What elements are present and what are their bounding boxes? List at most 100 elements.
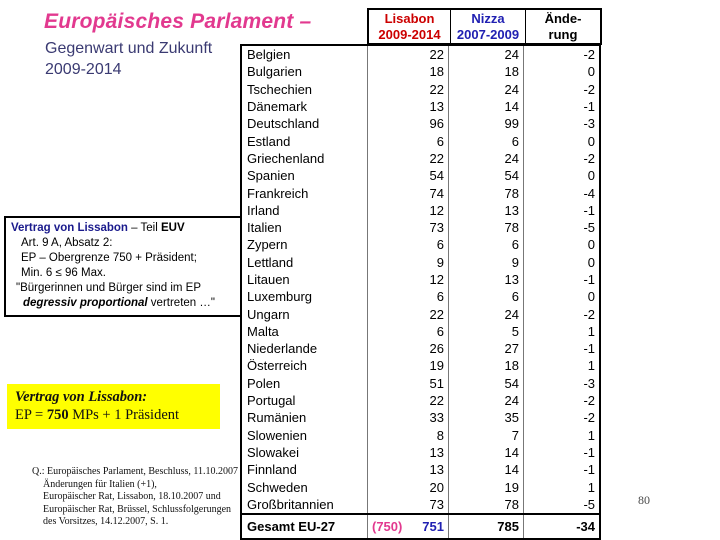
lisbon-cell: 6	[367, 236, 448, 254]
table-row: Polen 51 54 -3	[242, 374, 599, 392]
nizza-cell: 24	[448, 305, 523, 323]
formula-bold: 750	[46, 407, 69, 423]
country-cell: Österreich	[247, 358, 307, 374]
change-cell: -1	[523, 340, 599, 358]
source-note: Q.: Europäisches Parlament, Beschluss, 1…	[32, 466, 240, 529]
country-cell: Belgien	[247, 47, 291, 63]
nizza-cell: 24	[448, 391, 523, 410]
lisbon-cell: 96	[367, 115, 448, 133]
nizza-cell: 78	[448, 184, 523, 202]
country-cell: Portugal	[247, 393, 296, 409]
header-nizza-line1: Nizza	[471, 11, 505, 26]
change-cell: -3	[523, 374, 599, 392]
lisbon-cell: 13	[367, 97, 448, 116]
table-row: Finnland 13 14 -1	[242, 461, 599, 479]
info-heading-mid: – Teil	[127, 222, 161, 234]
table-row: Slowenien 8 7 1	[242, 426, 599, 444]
country-cell: Rumänien	[247, 410, 307, 426]
header-lisbon-line1: Lisabon	[384, 11, 435, 26]
country-cell: Slowakei	[247, 444, 300, 460]
table-total-row: Gesamt EU-27 (750) 751 785 -34	[242, 513, 599, 538]
table-row: Lettland 9 9 0	[242, 253, 599, 271]
info-line-quote2: degressiv proportional vertreten …"	[23, 296, 238, 311]
lisbon-cell: 22	[367, 80, 448, 98]
slide-page-number: 80	[638, 493, 650, 507]
lisbon-cell: 54	[367, 167, 448, 185]
header-change-line1: Ände-	[544, 11, 582, 26]
nizza-cell: 99	[448, 115, 523, 133]
table-row: Ungarn 22 24 -2	[242, 305, 599, 323]
change-cell: -1	[523, 461, 599, 479]
source-line: Änderungen für Italien (+1),	[43, 478, 157, 490]
nizza-cell: 27	[448, 340, 523, 358]
nizza-cell: 24	[448, 46, 523, 64]
change-cell: -1	[523, 443, 599, 462]
lisbon-cell: 13	[367, 461, 448, 479]
lisbon-cell: 22	[367, 391, 448, 410]
header-lisbon: Lisabon 2009-2014	[369, 10, 450, 43]
nizza-cell: 9	[448, 253, 523, 271]
change-cell: -1	[523, 270, 599, 289]
country-cell: Lettland	[247, 254, 294, 270]
header-nizza-line2: 2007-2009	[456, 27, 520, 42]
change-cell: 0	[523, 167, 599, 185]
country-cell: Dänemark	[247, 99, 307, 115]
source-line: Q.: Europäisches Parlament, Beschluss, 1…	[32, 466, 238, 477]
lisbon-cell: 19	[367, 357, 448, 375]
lisbon-cell: 6	[367, 288, 448, 306]
country-cell: Tschechien	[247, 81, 313, 97]
nizza-cell: 14	[448, 461, 523, 479]
header-lisbon-line2: 2009-2014	[378, 27, 441, 42]
table-row: Frankreich 74 78 -4	[242, 184, 599, 202]
nizza-cell: 24	[448, 80, 523, 98]
lisbon-cell: 22	[367, 305, 448, 323]
change-cell: 0	[523, 253, 599, 271]
lisbon-cell: 33	[367, 409, 448, 427]
table-row: Deutschland 96 99 -3	[242, 115, 599, 133]
country-cell: Slowenien	[247, 427, 307, 443]
country-cell: Spanien	[247, 168, 295, 184]
change-cell: 1	[523, 478, 599, 496]
info-heading-blue: Vertrag von Lissabon	[11, 222, 128, 234]
total-lisbon-value: 751	[422, 519, 444, 534]
header-change-line2: rung	[548, 27, 578, 42]
change-cell: -2	[523, 305, 599, 323]
total-change-cell: -34	[523, 515, 599, 538]
table-row: Litauen 12 13 -1	[242, 270, 599, 289]
table-body: Belgien 22 24 -2 Bulgarien 18 18 0 Tschechien 22 2…	[242, 46, 599, 514]
nizza-cell: 6	[448, 288, 523, 306]
table-row: Tschechien 22 24 -2	[242, 80, 599, 98]
lisbon-cell: 26	[367, 340, 448, 358]
change-cell: 0	[523, 132, 599, 150]
table-row: Belgien 22 24 -2	[242, 46, 599, 64]
change-cell: 0	[523, 288, 599, 306]
nizza-cell: 18	[448, 357, 523, 375]
lisbon-cell: 12	[367, 201, 448, 219]
country-cell: Polen	[247, 375, 281, 391]
lisbon-cell: 22	[367, 149, 448, 168]
country-cell: Litauen	[247, 272, 290, 287]
change-cell: 0	[523, 63, 599, 81]
info-quote-bold: degressiv proportional	[23, 297, 148, 309]
nizza-cell: 14	[448, 97, 523, 116]
nizza-cell: 18	[448, 63, 523, 81]
table-row: Spanien 54 54 0	[242, 167, 599, 185]
lisbon-treaty-info-box: Vertrag von Lissabon – Teil EUV Art. 9 A…	[4, 216, 242, 317]
table-row: Dänemark 13 14 -1	[242, 97, 599, 116]
info-line-limit: EP – Obergrenze 750 + Präsident;	[21, 252, 197, 264]
country-cell: Großbritannien	[247, 496, 334, 512]
change-cell: -5	[523, 218, 599, 237]
table-row: Griechenland 22 24 -2	[242, 149, 599, 168]
header-change: Ände- rung	[525, 10, 600, 43]
lisbon-cell: 18	[367, 63, 448, 81]
table-row: Slowakei 13 14 -1	[242, 443, 599, 462]
page-title: Europäisches Parlament –	[44, 10, 312, 33]
header-nizza: Nizza 2007-2009	[450, 10, 525, 43]
change-cell: -1	[523, 201, 599, 219]
lisbon-cell: 6	[367, 322, 448, 341]
nizza-cell: 5	[448, 322, 523, 341]
subtitle-line2: 2009-2014	[45, 61, 122, 78]
info-line-article: Art. 9 A, Absatz 2:	[21, 237, 113, 249]
nizza-cell: 6	[448, 132, 523, 150]
